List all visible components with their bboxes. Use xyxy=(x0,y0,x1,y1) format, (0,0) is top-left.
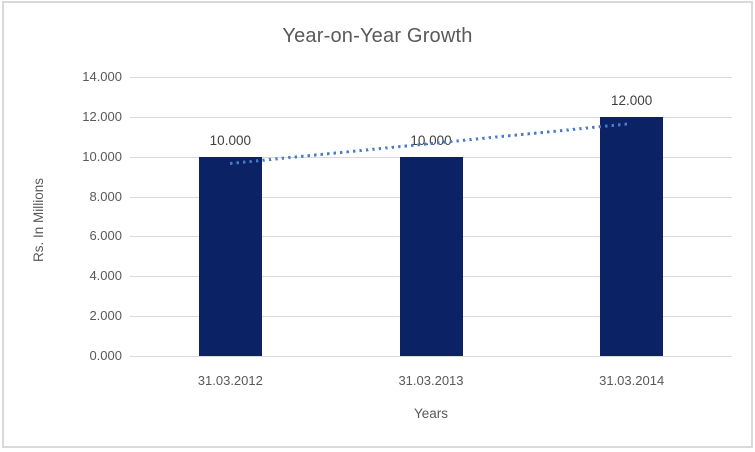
chart-title: Year-on-Year Growth xyxy=(282,25,473,47)
bar-data-label: 10.000 xyxy=(209,132,251,148)
y-tick-label: 0.000 xyxy=(89,348,122,363)
x-axis-title: Years xyxy=(413,406,449,421)
y-tick-label: 8.000 xyxy=(89,188,122,204)
gridline xyxy=(130,77,732,78)
bar-data-label: 12.000 xyxy=(611,92,653,108)
y-tick-label: 6.000 xyxy=(89,228,122,244)
y-tick-label: 12.000 xyxy=(82,108,122,124)
bar xyxy=(399,156,463,356)
y-tick-label: 10.000 xyxy=(82,148,122,164)
gridline xyxy=(130,116,732,118)
gridline xyxy=(130,356,732,357)
y-tick-label: 4.000 xyxy=(89,268,122,284)
y-tick-label: 2.000 xyxy=(89,308,122,324)
x-category-label: 31.03.2013 xyxy=(398,373,464,388)
bar xyxy=(600,116,664,356)
bar xyxy=(198,156,262,356)
x-category-label: 31.03.2012 xyxy=(197,373,263,388)
y-tick-label: 14.000 xyxy=(82,69,122,84)
x-category-label: 31.03.2014 xyxy=(599,373,665,388)
